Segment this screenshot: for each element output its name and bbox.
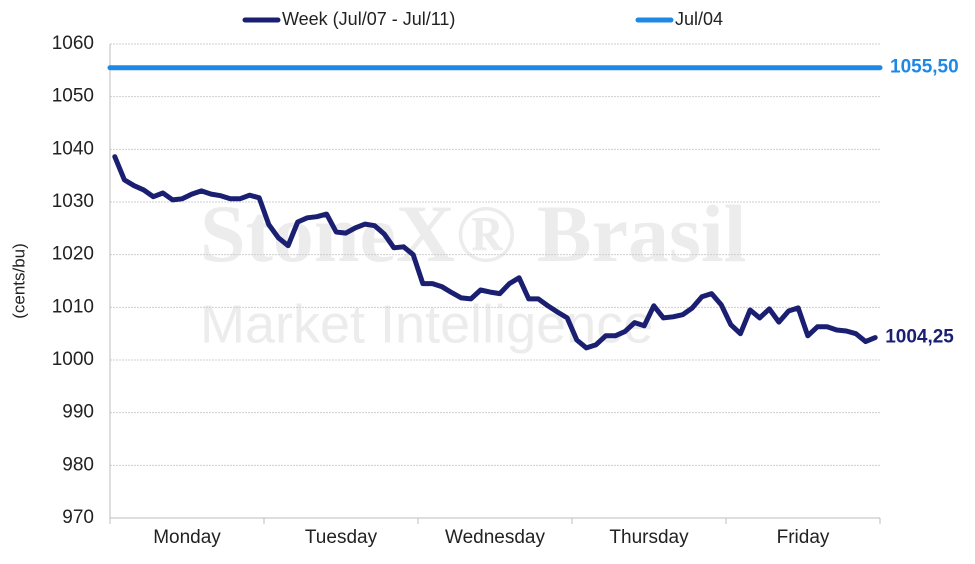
y-tick-label: 1040	[52, 138, 94, 159]
x-tick-label: Wednesday	[445, 527, 545, 548]
end-label: 1055,50	[890, 57, 959, 78]
y-tick-label: 1010	[52, 296, 94, 317]
series-line	[112, 154, 878, 351]
x-tick-label: Tuesday	[305, 527, 378, 548]
y-tick-label: 1050	[52, 86, 94, 107]
y-tick-label: 990	[62, 402, 94, 423]
y-tick-label: 1020	[52, 244, 94, 265]
x-tick-label: Thursday	[609, 527, 689, 548]
y-tick-label: 1030	[52, 191, 94, 212]
y-tick-label: 1000	[52, 349, 94, 370]
y-tick-label: 970	[62, 507, 94, 528]
legend-label: Jul/04	[675, 9, 723, 29]
x-tick-label: Friday	[777, 527, 830, 548]
watermark-text: Market Intelligence	[200, 294, 653, 354]
legend-label: Week (Jul/07 - Jul/11)	[282, 9, 455, 29]
x-tick-label: Monday	[153, 527, 221, 548]
watermark-text: StoneX® Brasil	[200, 188, 746, 279]
end-label: 1004,25	[885, 327, 954, 348]
y-tick-label: 980	[62, 454, 94, 475]
y-tick-label: 1060	[52, 33, 94, 54]
y-axis-label: (cents/bu)	[9, 243, 28, 319]
watermark: StoneX® Brasil Market Intelligence	[200, 188, 746, 354]
